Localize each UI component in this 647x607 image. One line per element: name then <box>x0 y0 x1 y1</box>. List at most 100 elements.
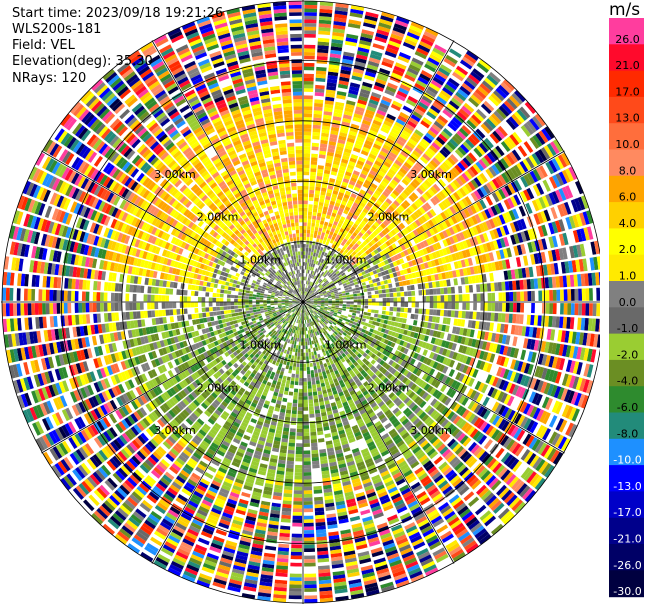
radar-gate <box>333 280 338 284</box>
radar-gate <box>324 433 332 438</box>
radar-gate <box>250 418 258 424</box>
radar-gate <box>438 249 445 257</box>
radar-gate <box>285 467 294 473</box>
radar-gate <box>455 233 462 242</box>
radar-gate <box>339 132 348 138</box>
radar-gate <box>537 366 545 379</box>
radar-gate <box>393 227 400 234</box>
radar-gate <box>544 277 550 289</box>
radar-gate <box>307 211 313 216</box>
radar-gate <box>362 119 372 126</box>
radar-gate <box>508 383 516 394</box>
radar-gate <box>393 307 398 312</box>
radar-gate <box>304 584 317 589</box>
radar-gate <box>364 302 369 306</box>
radar-gate <box>562 316 568 329</box>
radar-gate <box>450 310 455 318</box>
radar-gate <box>482 351 489 361</box>
radar-gate <box>452 270 457 278</box>
radar-gate <box>314 354 318 359</box>
radar-gate <box>319 307 324 310</box>
radar-gate <box>399 328 405 335</box>
radar-gate <box>420 120 431 129</box>
radar-gate <box>314 369 318 374</box>
radar-gate <box>392 145 402 153</box>
radar-gate <box>486 283 492 292</box>
radar-gate <box>451 253 457 262</box>
radar-gate <box>381 229 388 236</box>
radar-gate <box>348 220 354 226</box>
radar-gate <box>368 298 372 302</box>
radar-gate <box>323 114 332 120</box>
radar-gate <box>314 99 324 104</box>
radar-gate <box>397 232 404 239</box>
radar-gate <box>397 136 407 144</box>
radar-gate <box>388 288 394 293</box>
radar-gate <box>317 305 321 307</box>
radar-gate <box>382 144 392 151</box>
radar-gate <box>319 360 323 365</box>
radar-gate <box>319 266 323 271</box>
radar-gate <box>585 288 590 301</box>
radar-gate <box>350 282 355 287</box>
radar-gate <box>476 188 485 198</box>
radar-gate <box>399 258 405 264</box>
radar-gate <box>381 314 386 319</box>
radar-gate <box>289 431 296 436</box>
radar-gate <box>437 257 443 265</box>
radar-gate <box>324 306 328 309</box>
radar-gate <box>580 195 589 209</box>
radar-gate <box>319 147 327 152</box>
radar-gate <box>321 183 328 189</box>
radar-gate <box>384 227 390 234</box>
radar-gate <box>339 276 344 281</box>
radar-gate <box>304 19 317 24</box>
radar-gate <box>349 127 359 133</box>
radar-gate <box>509 302 514 313</box>
radar-gate <box>454 252 461 261</box>
radar-gate <box>468 284 474 293</box>
radar-gate <box>551 235 558 248</box>
radar-gate <box>303 291 305 295</box>
radar-gate <box>319 198 325 203</box>
radar-gate <box>433 295 438 302</box>
radar-gate <box>309 178 316 184</box>
radar-gate <box>513 164 523 177</box>
radar-gate <box>319 239 323 244</box>
radar-gate <box>352 288 357 292</box>
radar-gate <box>523 230 531 241</box>
radar-gate <box>327 75 338 80</box>
radar-gate <box>357 47 370 54</box>
radar-gate <box>479 350 485 360</box>
radar-gate <box>506 370 513 381</box>
radar-gate <box>346 260 351 266</box>
radar-gate <box>352 231 358 237</box>
radar-gate <box>461 56 475 67</box>
radar-gate <box>580 317 586 331</box>
radar-gate <box>493 90 505 102</box>
radar-gate <box>359 36 373 43</box>
radar-gate <box>405 35 419 44</box>
radar-gate <box>530 314 535 326</box>
radar-gate <box>334 292 339 296</box>
radar-gate <box>439 149 449 158</box>
radar-gate <box>522 338 529 349</box>
radar-gate <box>308 294 312 298</box>
radar-gate <box>432 47 446 57</box>
radar-gate <box>541 396 550 409</box>
radar-gate <box>309 274 312 278</box>
radar-gate <box>387 82 398 90</box>
radar-gate <box>531 153 541 166</box>
radar-gate <box>307 388 313 393</box>
radar-gate <box>317 37 330 43</box>
radar-gate <box>550 329 556 341</box>
radar-gate <box>354 242 360 248</box>
radar-gate <box>397 170 406 178</box>
radar-gate <box>526 120 537 133</box>
radar-gate <box>290 551 302 556</box>
radar-gate <box>308 281 311 286</box>
radar-gate <box>443 57 456 68</box>
radar-gate <box>499 367 507 378</box>
radar-gate <box>452 71 464 82</box>
radar-gate <box>304 544 315 549</box>
